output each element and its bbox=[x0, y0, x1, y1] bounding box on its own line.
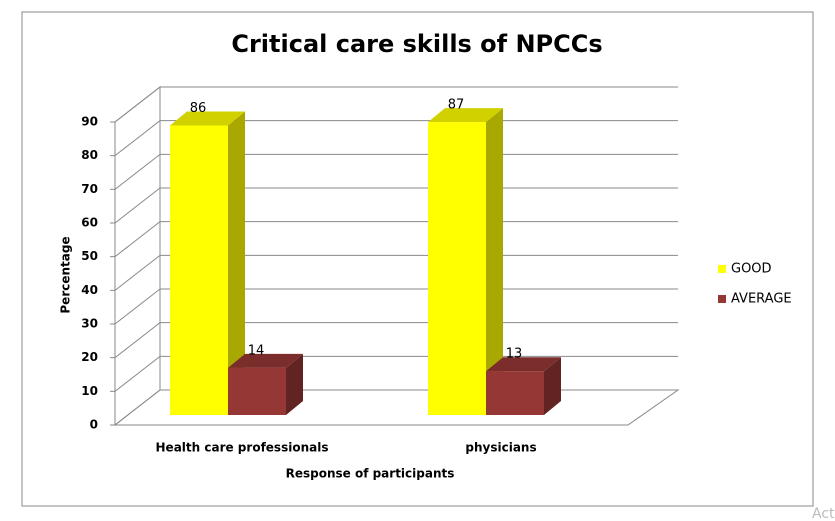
y-tick-label: 10 bbox=[81, 384, 98, 398]
y-axis-title: Percentage bbox=[59, 236, 73, 313]
x-tick-label: physicians bbox=[465, 441, 536, 455]
y-tick-label: 30 bbox=[81, 317, 98, 331]
y-tick-label: 40 bbox=[81, 283, 98, 297]
chart-title: Critical care skills of NPCCs bbox=[231, 30, 602, 58]
y-tick-label: 20 bbox=[81, 350, 98, 364]
bar-top bbox=[486, 357, 561, 372]
data-label: 87 bbox=[448, 98, 465, 113]
legend-swatch bbox=[718, 265, 726, 273]
x-axis-title: Response of participants bbox=[286, 467, 455, 481]
chart-frame bbox=[21, 11, 814, 507]
data-label: 13 bbox=[506, 347, 523, 362]
y-tick-label: 90 bbox=[81, 115, 98, 129]
floor bbox=[113, 389, 680, 426]
bar-side bbox=[544, 357, 561, 415]
grid-line bbox=[114, 153, 161, 190]
bar-top bbox=[428, 108, 503, 123]
x-tick-label: Health care professionals bbox=[156, 441, 329, 455]
grid-line bbox=[114, 355, 161, 392]
grid-line bbox=[114, 288, 161, 325]
bar-side bbox=[228, 111, 245, 415]
data-label: 86 bbox=[190, 101, 207, 116]
legend-label: GOOD bbox=[731, 262, 772, 277]
bar-side bbox=[486, 108, 503, 415]
y-tick-label: 50 bbox=[81, 249, 98, 263]
bar bbox=[428, 122, 486, 415]
data-label: 14 bbox=[248, 343, 265, 358]
y-tick-label: 60 bbox=[81, 216, 98, 230]
bar bbox=[228, 367, 286, 415]
grid-line bbox=[114, 120, 161, 157]
bar-top bbox=[170, 111, 245, 126]
grid-line bbox=[114, 322, 161, 359]
bar-side bbox=[286, 353, 303, 415]
y-tick-label: 70 bbox=[81, 182, 98, 196]
y-tick-label: 80 bbox=[81, 148, 98, 162]
bar bbox=[486, 371, 544, 415]
legend-swatch bbox=[718, 295, 726, 303]
bar-top bbox=[228, 353, 303, 368]
legend-label: AVERAGE bbox=[731, 292, 792, 307]
grid-line bbox=[114, 254, 161, 291]
grid-line bbox=[114, 187, 161, 224]
y-tick-label: 0 bbox=[90, 418, 98, 432]
grid-line bbox=[114, 221, 161, 258]
grid-line bbox=[114, 86, 161, 123]
watermark: Act bbox=[812, 506, 835, 521]
bar bbox=[170, 125, 228, 415]
